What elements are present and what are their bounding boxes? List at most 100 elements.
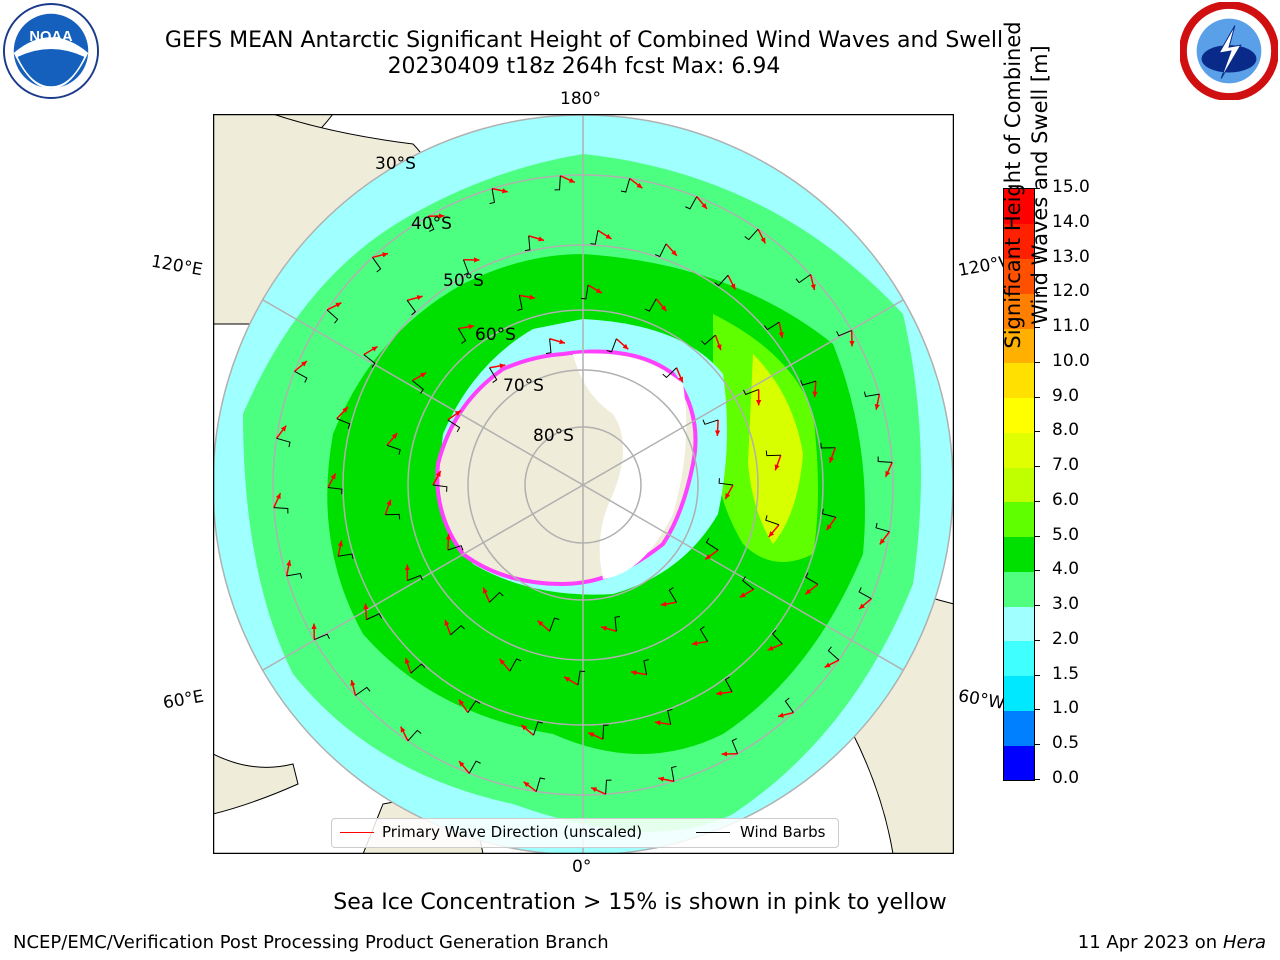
wind-barb <box>644 298 657 312</box>
wind-barb <box>580 284 589 300</box>
wind-barb <box>407 574 423 582</box>
lat-label-80: 80°S <box>533 426 574 446</box>
wind-barb <box>524 235 531 252</box>
wind-barb <box>366 613 382 621</box>
wave-arrow-head <box>311 623 317 630</box>
wave-arrow-head <box>879 538 886 545</box>
wind-barb <box>702 419 719 425</box>
footer-date: 11 Apr 2023 on Hera <box>1078 932 1266 953</box>
wind-barb <box>463 259 470 276</box>
colorbar-label: Significant Height of Combined Wind Wave… <box>1000 0 1060 485</box>
lon-label-120e: 120°E <box>149 251 205 281</box>
wave-arrow-head <box>705 554 712 560</box>
wave-arrow-head <box>595 288 602 294</box>
wind-barb <box>554 175 561 191</box>
wave-arrow-head <box>342 407 348 413</box>
wave-arrow-head <box>859 603 865 609</box>
chart-title: GEFS MEAN Antarctic Significant Height o… <box>164 28 1004 53</box>
wave-arrow-head <box>363 603 369 610</box>
wind-barb <box>742 576 754 590</box>
wave-arrow-head <box>849 340 855 347</box>
colorbar-tick-mark <box>1034 257 1040 259</box>
colorbar-tick-label: 4.0 <box>1052 559 1080 580</box>
wind-barb <box>450 624 466 636</box>
wind-barb <box>820 443 836 449</box>
colorbar-segment <box>1004 606 1034 642</box>
wave-arrow-head <box>760 237 766 244</box>
colorbar-tick-mark <box>1034 779 1040 780</box>
wave-arrow-head <box>721 751 728 757</box>
wave-arrow-head <box>538 236 545 242</box>
wave-arrow-head <box>874 403 880 410</box>
sea-ice-note: Sea Ice Concentration > 15% is shown in … <box>333 890 947 915</box>
wave-arrow-head <box>400 726 406 733</box>
colorbar-tick-label: 8.0 <box>1052 420 1080 441</box>
wind-barb <box>517 295 523 311</box>
wave-arrow-head <box>654 720 661 726</box>
wave-arrow-head <box>404 657 410 664</box>
wave-arrow-head <box>499 658 506 665</box>
wind-barb <box>509 658 522 672</box>
wind-barb <box>577 670 586 686</box>
colorbar-segment <box>1004 432 1034 468</box>
wave-arrow-head <box>810 284 816 291</box>
wave-arrow-head <box>474 257 480 263</box>
colorbar-tick-label: 0.0 <box>1052 768 1080 788</box>
wave-arrow-head <box>458 699 465 706</box>
lat-label-30: 30°S <box>375 154 416 174</box>
wind-barb <box>771 629 783 645</box>
wind-barb <box>363 354 376 368</box>
colorbar-segment <box>1004 189 1034 225</box>
colorbar-tick-label: 7.0 <box>1052 455 1080 476</box>
wave-arrow-head <box>438 213 445 219</box>
wave-arrow-head <box>660 305 667 312</box>
colorbar-tick-mark <box>1034 605 1040 607</box>
colorbar-segment <box>1004 397 1034 433</box>
wind-barb <box>372 257 382 273</box>
colorbar-tick-label: 5.0 <box>1052 524 1080 545</box>
wave-arrow-head <box>829 456 835 463</box>
wind-barb <box>533 721 543 736</box>
wave-arrow-head <box>454 410 461 416</box>
colorbar-segment <box>1004 293 1034 329</box>
wind-barb <box>590 230 599 245</box>
colorbar-tick-mark <box>1034 188 1040 189</box>
colorbar-segment <box>1004 640 1034 677</box>
wave-arrow-head <box>435 470 441 477</box>
wind-barb <box>714 274 729 287</box>
colorbar-segment <box>1004 501 1034 538</box>
colorbar-tick-label: 1.0 <box>1052 698 1080 719</box>
colorbar-tick-mark <box>1034 639 1040 641</box>
colorbar-segment <box>1004 710 1034 746</box>
colorbar-tick-label: 12.0 <box>1052 281 1090 302</box>
legend-barb-line <box>696 832 730 833</box>
colorbar-segment <box>1004 745 1034 781</box>
wave-arrow-head <box>714 430 721 436</box>
wind-barb <box>549 617 560 632</box>
footer-branch: NCEP/EMC/Verification Post Processing Pr… <box>13 932 609 953</box>
wind-barb <box>670 765 677 782</box>
wave-arrow-head <box>767 645 774 651</box>
wind-barb <box>355 686 371 696</box>
wind-barb <box>795 274 811 284</box>
land-africa-south <box>213 753 299 815</box>
wave-arrow-head <box>600 625 607 631</box>
colorbar <box>1003 188 1035 781</box>
wind-barb <box>605 779 612 795</box>
wave-arrow-head <box>658 776 665 782</box>
wind-barb <box>743 388 759 396</box>
colorbar-tick-label: 3.0 <box>1052 594 1080 615</box>
wind-barb <box>667 708 673 725</box>
wind-barb <box>724 676 733 693</box>
wind-barb <box>385 513 401 520</box>
noaa-logo-icon: NOAA <box>2 2 100 100</box>
wave-arrow-head <box>768 531 775 537</box>
colorbar-tick-mark <box>1034 466 1040 468</box>
wind-barb <box>489 188 496 205</box>
wave-arrow-head <box>678 376 684 383</box>
wind-barb <box>699 626 709 642</box>
colorbar-tick-label: 10.0 <box>1052 350 1090 371</box>
wave-arrow-head <box>501 188 508 194</box>
lat-label-60: 60°S <box>475 325 516 345</box>
colorbar-tick-mark <box>1034 744 1040 746</box>
